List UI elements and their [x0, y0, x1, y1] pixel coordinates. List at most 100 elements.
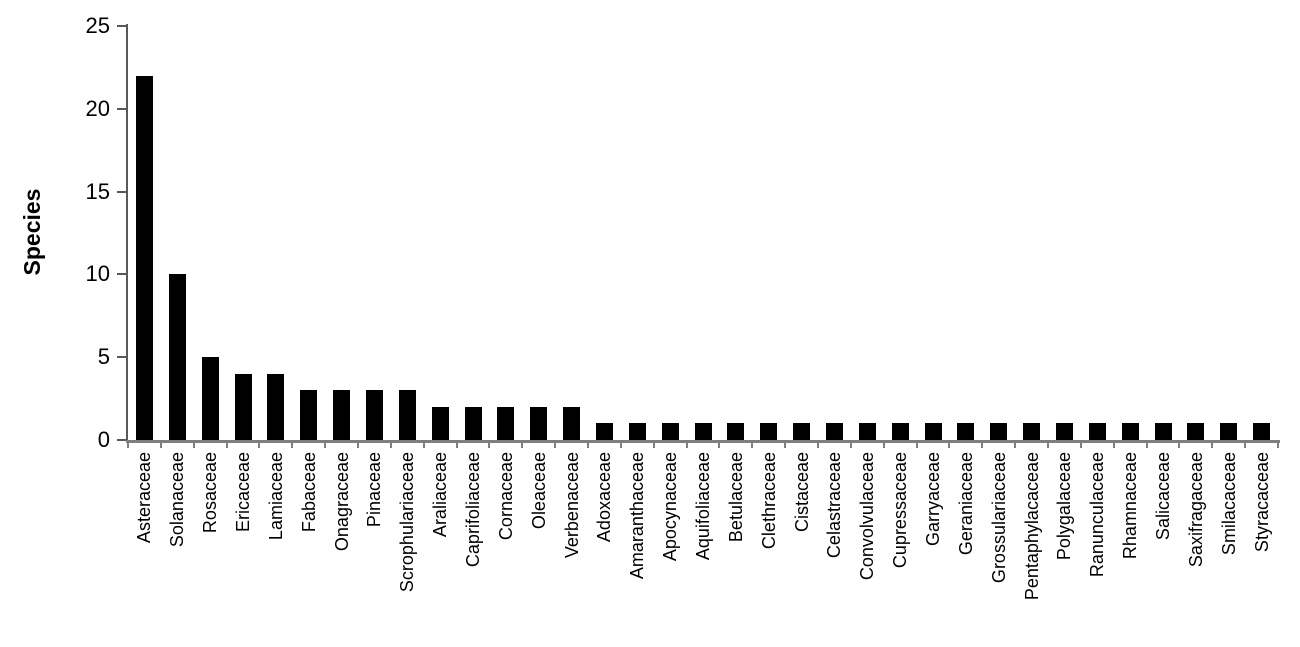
bar-convolvulaceae: [858, 423, 876, 440]
bar-pentaphylacaceae: [1023, 423, 1041, 440]
x-tick-mark-7: [357, 440, 359, 448]
x-tick-label-scrophulariaceae: Scrophulariaceae: [397, 452, 418, 593]
bar-saxifragaceae: [1187, 423, 1205, 440]
x-tick-label-polygalaceae: Polygalaceae: [1054, 452, 1075, 561]
x-tick-label-celastraceae: Celastraceae: [824, 452, 845, 559]
bar-scrophulariaceae: [398, 390, 416, 440]
x-tick-label-cornaceae: Cornaceae: [495, 452, 516, 541]
y-tick-label-20: 20: [85, 95, 110, 121]
x-tick-label-clethraceae: Clethraceae: [758, 452, 779, 550]
x-tick-mark-20: [784, 440, 787, 448]
bar-apocynaceae: [661, 423, 679, 440]
x-tick-label-cupressaceae: Cupressaceae: [890, 452, 911, 569]
x-axis-line: [126, 440, 1280, 443]
y-tick-mark-25: [117, 25, 127, 27]
x-tick-label-convolvulaceae: Convolvulaceae: [857, 452, 878, 581]
bar-grossulariaceae: [990, 423, 1008, 440]
bar-geraniaceae: [957, 423, 975, 440]
bar-clethraceae: [760, 423, 778, 440]
x-tick-label-adoxaceae: Adoxaceae: [594, 452, 615, 543]
bar-celastraceae: [825, 423, 843, 440]
x-tick-label-ericaceae: Ericaceae: [233, 452, 253, 533]
x-tick-mark-35: [1277, 440, 1279, 448]
bar-rhamnaceae: [1121, 423, 1139, 440]
x-tick-mark-11: [488, 440, 491, 448]
x-tick-mark-18: [718, 440, 721, 448]
x-tick-label-betulaceae: Betulaceae: [725, 452, 746, 543]
bar-adoxaceae: [595, 423, 613, 440]
x-tick-label-araliaceae: Araliaceae: [430, 452, 451, 538]
x-tick-label-garryaceae: Garryaceae: [923, 452, 943, 547]
x-tick-mark-25: [948, 440, 951, 448]
x-tick-mark-5: [291, 440, 294, 448]
x-tick-label-fabaceae: Fabaceae: [298, 452, 319, 533]
x-tick-label-solanaceae: Solanaceae: [167, 452, 188, 548]
x-tick-label-salicaceae: Salicaceae: [1153, 452, 1173, 541]
x-tick-label-rosaceae: Rosaceae: [200, 452, 221, 534]
y-tick-mark-15: [117, 190, 127, 193]
bar-oleaceae: [530, 406, 548, 440]
bar-araliaceae: [431, 406, 449, 440]
x-tick-mark-32: [1178, 440, 1181, 448]
bar-salicaceae: [1154, 423, 1172, 440]
y-tick-mark-5: [117, 356, 127, 359]
x-tick-label-smilacaceae: Smilacaceae: [1218, 452, 1239, 556]
y-tick-mark-20: [117, 107, 127, 110]
x-tick-mark-17: [685, 440, 688, 448]
x-tick-mark-2: [192, 440, 195, 448]
x-tick-mark-14: [587, 440, 589, 448]
x-tick-mark-10: [455, 440, 458, 448]
x-tick-mark-13: [554, 440, 557, 448]
bar-lamiaceae: [267, 373, 285, 440]
x-tick-mark-9: [422, 440, 425, 448]
x-tick-label-apocynaceae: Apocynaceae: [660, 452, 681, 562]
bar-ericaceae: [234, 373, 252, 440]
x-tick-mark-28: [1047, 440, 1049, 448]
x-tick-mark-30: [1112, 440, 1115, 448]
x-tick-mark-24: [915, 440, 918, 448]
y-tick-label-25: 25: [85, 13, 110, 38]
bar-smilacaceae: [1220, 423, 1238, 440]
x-tick-mark-15: [619, 440, 622, 448]
x-tick-label-grossulariaceae: Grossulariaceae: [988, 452, 1009, 584]
x-tick-label-pentaphylacaceae: Pentaphylacaceae: [1021, 452, 1042, 601]
x-tick-mark-3: [225, 440, 228, 448]
bar-styracaceae: [1253, 423, 1271, 440]
x-tick-mark-8: [389, 440, 392, 448]
bar-amaranthaceae: [628, 423, 646, 440]
bar-cistaceae: [793, 423, 811, 440]
y-axis-line: [126, 24, 128, 443]
x-tick-label-oleaceae: Oleaceae: [528, 452, 549, 530]
x-tick-mark-19: [751, 440, 754, 448]
bar-solanaceae: [168, 274, 186, 440]
x-tick-mark-0: [127, 440, 129, 448]
x-tick-label-amaranthaceae: Amaranthaceae: [627, 452, 648, 580]
x-tick-label-geraniaceae: Geraniaceae: [955, 452, 976, 556]
x-tick-label-aquifoliaceae: Aquifoliaceae: [693, 452, 713, 561]
x-tick-mark-23: [882, 440, 885, 448]
bar-rosaceae: [201, 357, 219, 440]
bar-ranunculaceae: [1088, 423, 1106, 440]
x-tick-mark-12: [521, 440, 524, 448]
y-tick-mark-10: [117, 273, 127, 276]
bar-asteraceae: [135, 75, 153, 440]
x-tick-mark-21: [817, 440, 819, 448]
bar-garryaceae: [924, 423, 942, 440]
x-tick-label-lamiaceae: Lamiaceae: [265, 452, 286, 541]
bar-cornaceae: [497, 406, 515, 440]
x-tick-mark-22: [849, 440, 852, 448]
x-tick-label-cistaceae: Cistaceae: [791, 452, 812, 533]
bar-pinaceae: [365, 390, 383, 440]
y-axis-title: Species: [19, 188, 45, 276]
bar-aquifoliaceae: [694, 423, 712, 440]
x-tick-label-pinaceae: Pinaceae: [364, 452, 385, 528]
x-tick-label-asteraceae: Asteraceae: [134, 452, 155, 544]
bar-verbenaceae: [563, 406, 581, 440]
x-tick-mark-6: [324, 440, 327, 448]
x-tick-label-ranunculaceae: Ranunculaceae: [1087, 452, 1108, 578]
x-tick-label-verbenaceae: Verbenaceae: [561, 452, 582, 559]
x-tick-mark-31: [1145, 440, 1148, 448]
bar-cupressaceae: [891, 423, 909, 440]
x-tick-label-onagraceae: Onagraceae: [331, 452, 352, 552]
y-tick-label-5: 5: [97, 344, 110, 370]
